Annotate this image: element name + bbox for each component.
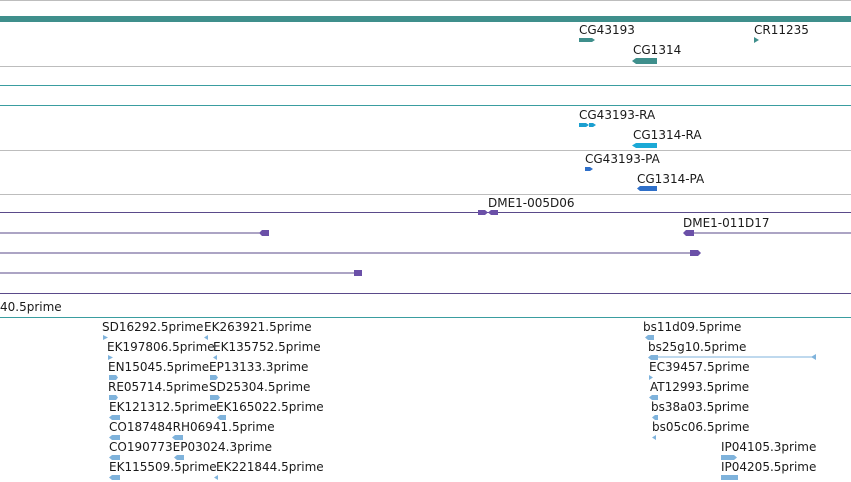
est-feature[interactable] [108,355,113,360]
clone-feature[interactable] [478,210,488,215]
est-label[interactable]: EK115509.5prime [109,460,217,474]
est-feature[interactable] [103,335,108,340]
est-label[interactable]: EK135752.5prime [213,340,321,354]
est-feature[interactable] [174,455,184,460]
est-label[interactable]: bs38a03.5prime [651,400,750,414]
est-label[interactable]: SD25304.5prime [209,380,311,394]
gene-feature-cr11235[interactable] [754,37,759,43]
est-label[interactable]: EK197806.5prime [107,340,215,354]
track-divider [0,105,851,106]
est-label[interactable]: CO187484RH06941.5prime [109,420,275,434]
est-feature[interactable] [210,395,220,400]
transcript-features [579,123,657,148]
clone-label[interactable]: DME1-005D06 [488,196,575,210]
est-feature[interactable] [109,455,120,460]
gene-label[interactable]: CG1314 [633,43,682,57]
est-feature[interactable] [109,435,120,440]
est-feature[interactable] [109,475,120,480]
track-divider [0,150,851,151]
est-label-partial[interactable]: 40.5prime [0,300,62,314]
transcript-label[interactable]: CG1314-RA [633,128,702,142]
est-feature[interactable] [109,395,118,400]
clone-label[interactable]: DME1-011D17 [683,216,770,230]
est-feature[interactable] [210,375,218,380]
protein-label[interactable]: CG43193-PA [585,152,660,166]
est-label[interactable]: EN15045.5prime [108,360,210,374]
est-feature[interactable] [721,455,737,460]
gene-feature-cg1314[interactable] [632,58,657,64]
gene-feature-cg43193[interactable] [579,38,595,42]
est-label[interactable]: AT12993.5prime [650,380,750,394]
transcript-feature[interactable] [579,123,589,127]
est-label[interactable]: bs25g10.5prime [648,340,747,354]
est-feature[interactable] [649,375,653,380]
clone-feature[interactable] [690,250,701,256]
track-divider [0,66,851,67]
est-label[interactable]: EK165022.5prime [216,400,324,414]
est-label[interactable]: bs11d09.5prime [643,320,742,334]
protein-label[interactable]: CG1314-PA [637,172,705,186]
est-feature[interactable] [652,435,656,440]
track-divider [0,194,851,195]
clone-feature[interactable] [354,270,362,276]
clone-features [0,210,851,276]
est-label[interactable]: EK121312.5prime [109,400,217,414]
protein-features [585,167,657,191]
chromosome-span-bar [0,16,851,22]
clone-feature[interactable] [488,210,498,215]
clone-span-line [0,293,851,294]
est-label[interactable]: EK221844.5prime [216,460,324,474]
est-feature[interactable] [109,375,118,380]
gene-features [579,37,759,64]
transcript-feature[interactable] [632,143,657,148]
est-label[interactable]: CO190773EP03024.3prime [109,440,273,454]
est-feature[interactable] [214,475,218,480]
est-label[interactable]: IP04205.5prime [721,460,817,474]
est-feature[interactable] [811,354,816,360]
transcript-feature[interactable] [589,123,596,127]
clone-feature[interactable] [259,230,269,236]
est-label[interactable]: EC39457.5prime [649,360,750,374]
clone-feature[interactable] [683,230,694,236]
clone-span-line [0,212,851,213]
protein-feature[interactable] [585,167,593,171]
track-divider [0,0,851,1]
est-feature[interactable] [645,335,654,340]
est-feature[interactable] [649,395,658,400]
est-label[interactable]: SD16292.5prime [102,320,204,334]
track-divider [0,317,851,318]
gene-label[interactable]: CR11235 [754,23,809,37]
track-divider [0,85,851,86]
protein-feature[interactable] [637,186,657,191]
gene-label[interactable]: CG43193 [579,23,635,37]
est-feature[interactable] [652,415,658,420]
est-label[interactable]: EK263921.5prime [204,320,312,334]
est-label[interactable]: RE05714.5prime [108,380,209,394]
est-feature[interactable] [172,435,183,440]
est-feature[interactable] [109,415,120,420]
est-feature[interactable] [721,475,738,480]
est-feature[interactable] [213,355,217,360]
est-label[interactable]: IP04105.3prime [721,440,817,454]
est-feature[interactable] [204,335,208,340]
est-label[interactable]: bs05c06.5prime [652,420,750,434]
est-feature[interactable] [217,415,226,420]
transcript-label[interactable]: CG43193-RA [579,108,656,122]
est-label[interactable]: EP13133.3prime [209,360,309,374]
